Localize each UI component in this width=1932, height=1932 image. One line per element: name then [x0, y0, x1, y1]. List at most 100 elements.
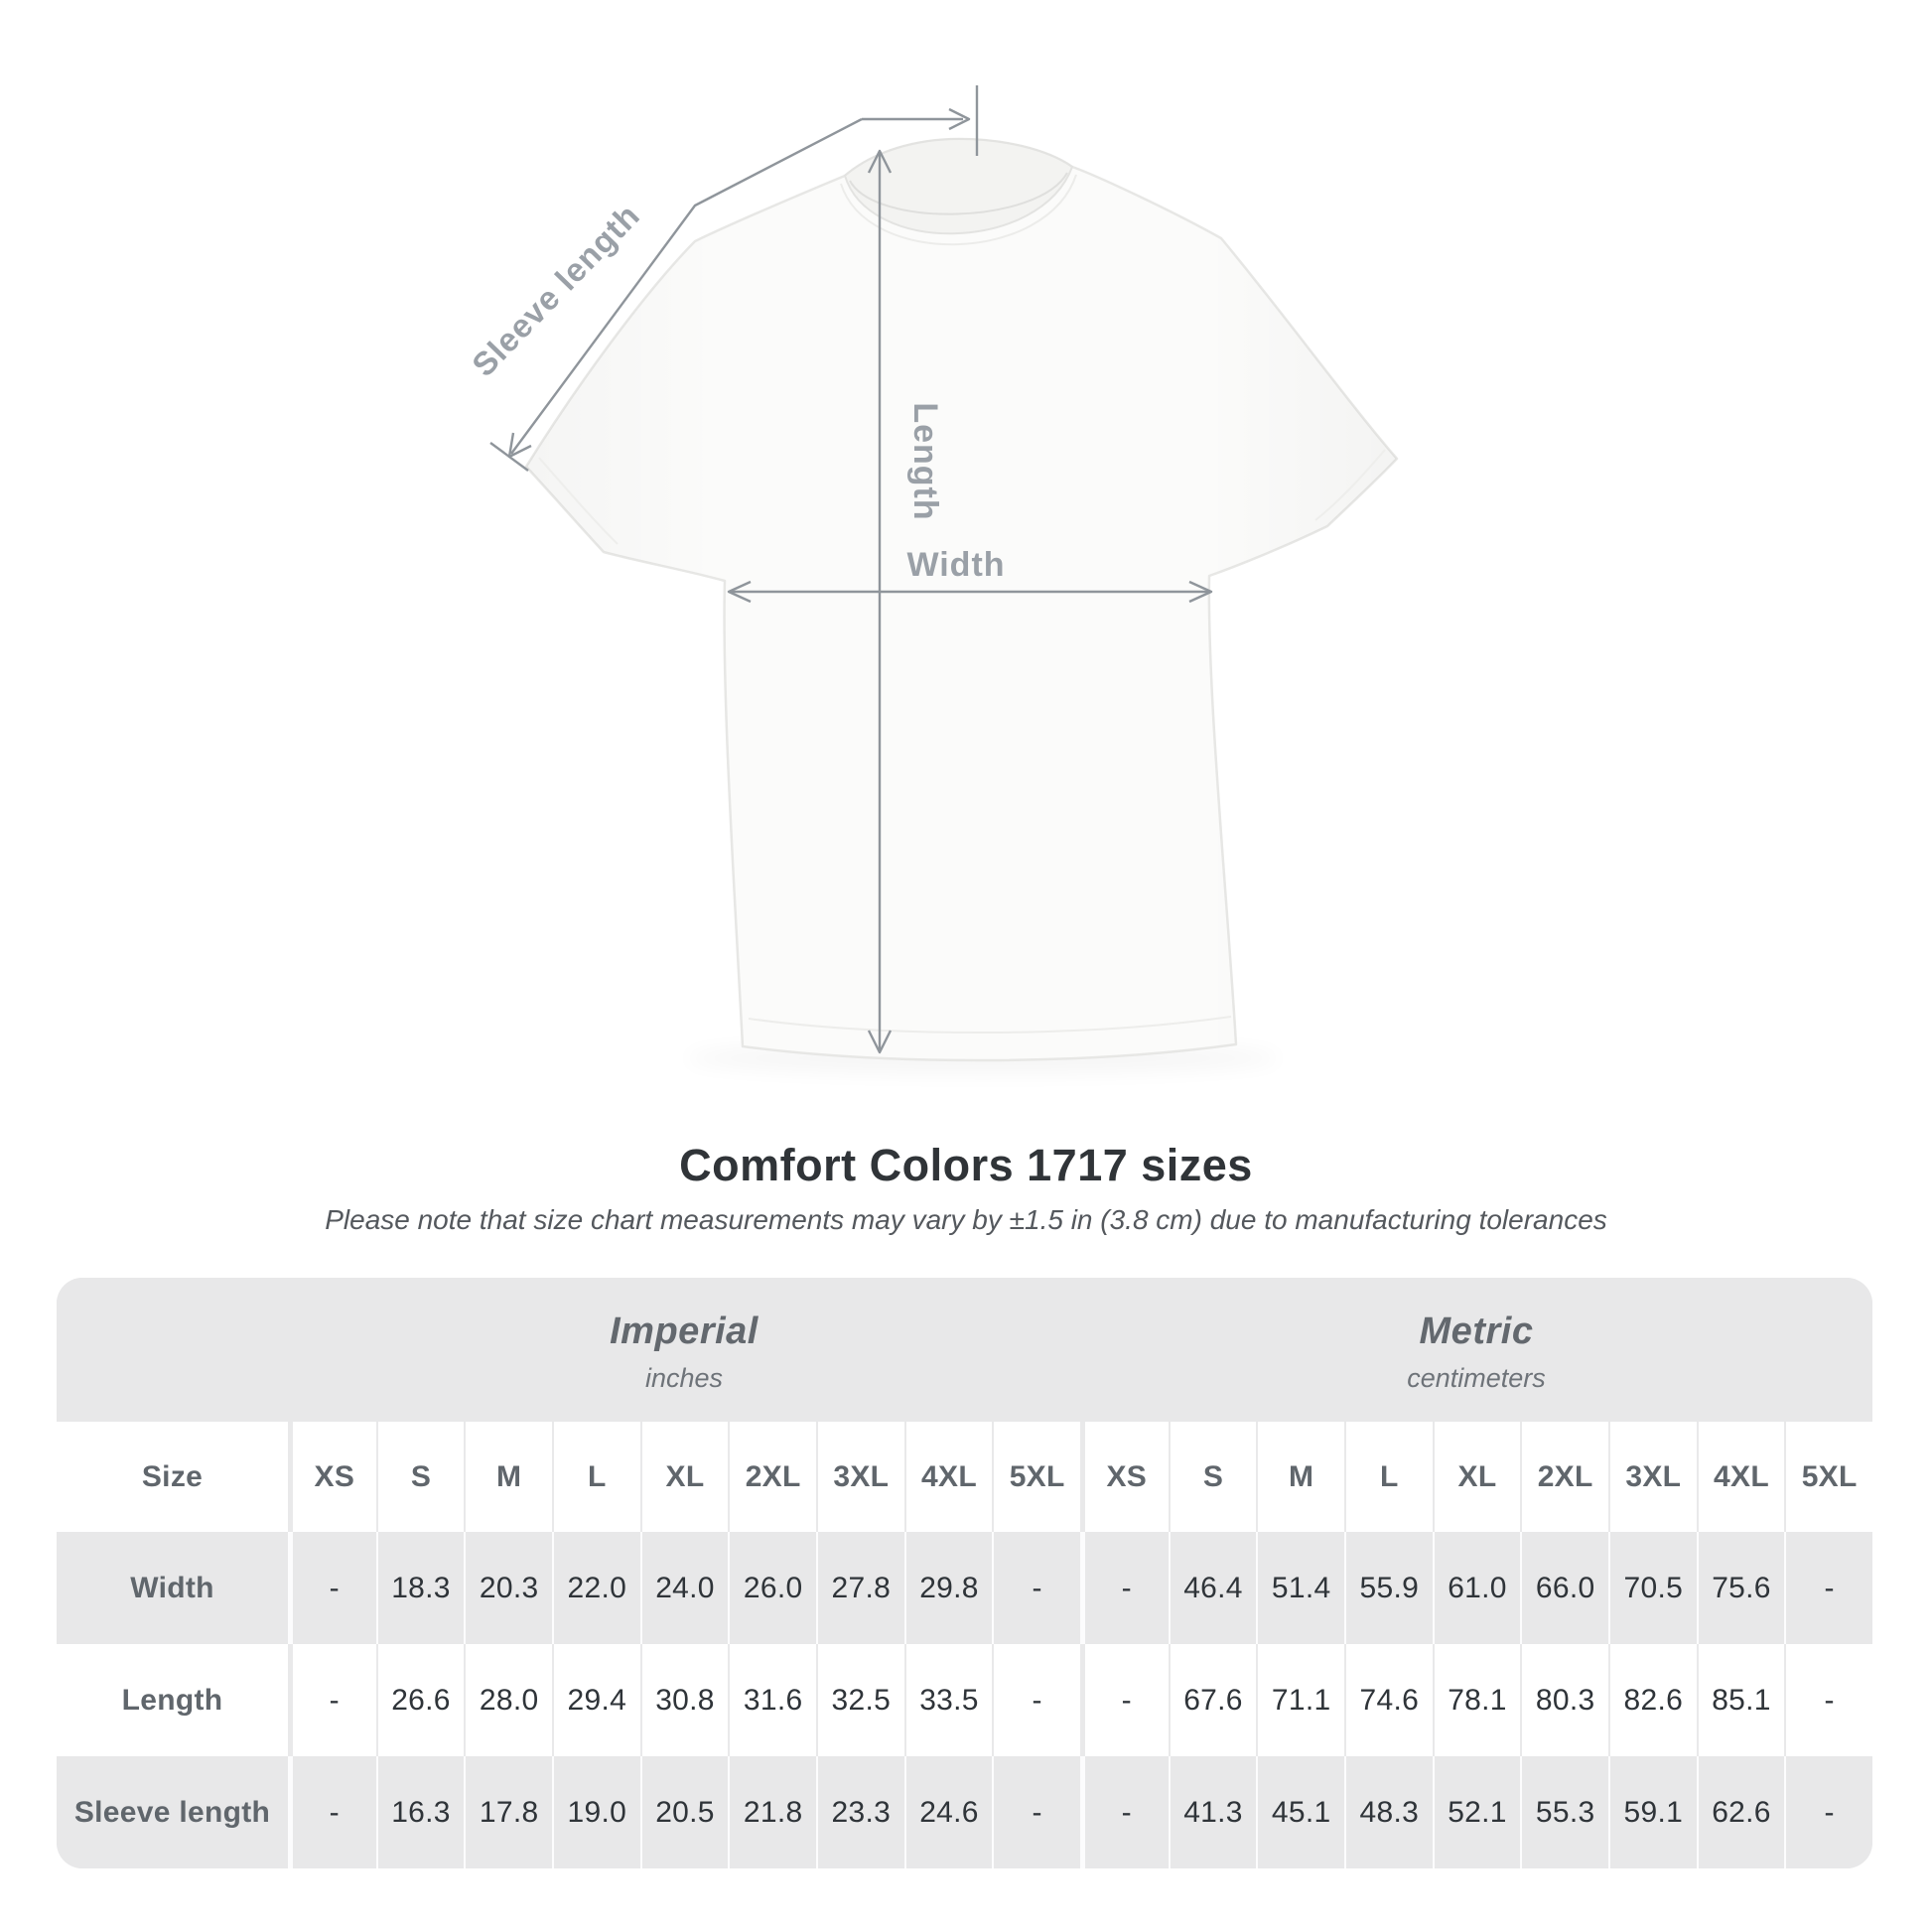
value-cell: -	[1784, 1756, 1872, 1868]
value-cell: 55.3	[1520, 1756, 1608, 1868]
size-header-row: Size XS S M L XL 2XL 3XL 4XL 5XL XS S M …	[57, 1422, 1872, 1532]
value-cell: 41.3	[1168, 1756, 1257, 1868]
right-cuff-stitch	[1314, 449, 1386, 521]
sleeve-length-arrow	[489, 85, 979, 472]
value-cell: 66.0	[1520, 1532, 1608, 1644]
left-cuff-stitch	[538, 457, 619, 545]
value-cell: 74.6	[1343, 1644, 1433, 1756]
size-column-header: S	[1168, 1422, 1257, 1532]
value-cell: -	[1079, 1532, 1169, 1644]
size-column-header: 3XL	[815, 1422, 904, 1532]
value-cell: 45.1	[1256, 1756, 1344, 1868]
size-column-header: 4XL	[1696, 1422, 1785, 1532]
imperial-group-label: Imperial	[610, 1310, 759, 1352]
value-cell: 20.5	[639, 1756, 729, 1868]
unit-group-header-row: Imperial inches Metric centimeters	[57, 1278, 1872, 1422]
value-cell: 24.6	[903, 1756, 993, 1868]
value-cell: 51.4	[1256, 1532, 1344, 1644]
tolerance-note: Please note that size chart measurements…	[325, 1204, 1607, 1235]
row-label: Width	[130, 1571, 214, 1604]
value-cell: 71.1	[1256, 1644, 1344, 1756]
value-cell: -	[1079, 1756, 1169, 1868]
value-cell: 22.0	[551, 1532, 640, 1644]
value-cell: 48.3	[1343, 1756, 1433, 1868]
size-column-header: 2XL	[1520, 1422, 1608, 1532]
value-cell: 46.4	[1168, 1532, 1257, 1644]
value-cell: 31.6	[728, 1644, 816, 1756]
value-cell: 19.0	[551, 1756, 640, 1868]
collar-band-line	[849, 172, 1068, 215]
value-cell: 59.1	[1607, 1756, 1697, 1868]
value-cell: 27.8	[815, 1532, 904, 1644]
value-cell: 26.0	[728, 1532, 816, 1644]
size-column-header: 5XL	[992, 1422, 1080, 1532]
width-arrow	[727, 580, 1213, 604]
value-cell: -	[288, 1532, 376, 1644]
value-cell: 30.8	[639, 1644, 729, 1756]
value-cell: 78.1	[1432, 1644, 1521, 1756]
size-column-header: S	[375, 1422, 465, 1532]
value-cell: 67.6	[1168, 1644, 1257, 1756]
value-cell: 85.1	[1696, 1644, 1785, 1756]
value-cell: 23.3	[815, 1756, 904, 1868]
value-cell: 18.3	[375, 1532, 465, 1644]
value-cell: -	[992, 1644, 1080, 1756]
value-cell: 62.6	[1696, 1756, 1785, 1868]
metric-group-unit: centimeters	[1407, 1362, 1546, 1393]
imperial-group-header: Imperial inches	[288, 1307, 1080, 1394]
metric-group-header: Metric centimeters	[1080, 1307, 1872, 1394]
size-column-header: 2XL	[728, 1422, 816, 1532]
value-cell: 82.6	[1607, 1644, 1697, 1756]
length-label: Length	[906, 402, 944, 520]
value-cell: 75.6	[1696, 1532, 1785, 1644]
value-cell: 24.0	[639, 1532, 729, 1644]
size-column-header: M	[1256, 1422, 1344, 1532]
value-cell: -	[1079, 1644, 1169, 1756]
length-arrow	[867, 149, 893, 1054]
size-column-header: XL	[1432, 1422, 1521, 1532]
value-cell: -	[1784, 1532, 1872, 1644]
collar-front-seam	[840, 174, 1077, 246]
metric-group-label: Metric	[1419, 1310, 1534, 1352]
value-cell: 17.8	[464, 1756, 552, 1868]
value-cell: 20.3	[464, 1532, 552, 1644]
size-column-header: L	[551, 1422, 640, 1532]
tshirt-silhouette	[524, 137, 1399, 1062]
size-column-header: XL	[639, 1422, 729, 1532]
size-column-header: XS	[1079, 1422, 1169, 1532]
value-cell: 80.3	[1520, 1644, 1608, 1756]
value-cell: -	[1784, 1644, 1872, 1756]
value-cell: 70.5	[1607, 1532, 1697, 1644]
table-corner-header: Size	[141, 1459, 204, 1493]
hem-stitch	[748, 1016, 1232, 1035]
value-cell: -	[992, 1532, 1080, 1644]
width-label: Width	[906, 546, 1005, 584]
size-column-header: 5XL	[1784, 1422, 1872, 1532]
table-row-sleeve-length: Sleeve length - 16.3 17.8 19.0 20.5 21.8…	[57, 1756, 1872, 1868]
value-cell: 52.1	[1432, 1756, 1521, 1868]
size-column-header: XS	[288, 1422, 376, 1532]
value-cell: 29.8	[903, 1532, 993, 1644]
value-cell: 26.6	[375, 1644, 465, 1756]
value-cell: 61.0	[1432, 1532, 1521, 1644]
value-cell: -	[992, 1756, 1080, 1868]
value-cell: 29.4	[551, 1644, 640, 1756]
value-cell: -	[288, 1644, 376, 1756]
value-cell: 55.9	[1343, 1532, 1433, 1644]
size-column-header: L	[1343, 1422, 1433, 1532]
row-label: Length	[121, 1683, 223, 1717]
value-cell: 16.3	[375, 1756, 465, 1868]
tshirt-illustration: Sleeve length Length Width	[465, 85, 1399, 1062]
table-row-length: Length - 26.6 28.0 29.4 30.8 31.6 32.5 3…	[57, 1644, 1872, 1756]
size-column-header: 3XL	[1607, 1422, 1697, 1532]
size-chart-table: Imperial inches Metric centimeters Size …	[57, 1278, 1872, 1868]
value-cell: 21.8	[728, 1756, 816, 1868]
size-column-header: 4XL	[903, 1422, 993, 1532]
size-column-header: M	[464, 1422, 552, 1532]
value-cell: 28.0	[464, 1644, 552, 1756]
table-row-width: Width - 18.3 20.3 22.0 24.0 26.0 27.8 29…	[57, 1532, 1872, 1644]
tshirt-size-diagram: Sleeve length Length Width	[465, 85, 1399, 1062]
row-label: Sleeve length	[73, 1795, 271, 1829]
page-title: Comfort Colors 1717 sizes	[679, 1140, 1253, 1190]
value-cell: 32.5	[815, 1644, 904, 1756]
